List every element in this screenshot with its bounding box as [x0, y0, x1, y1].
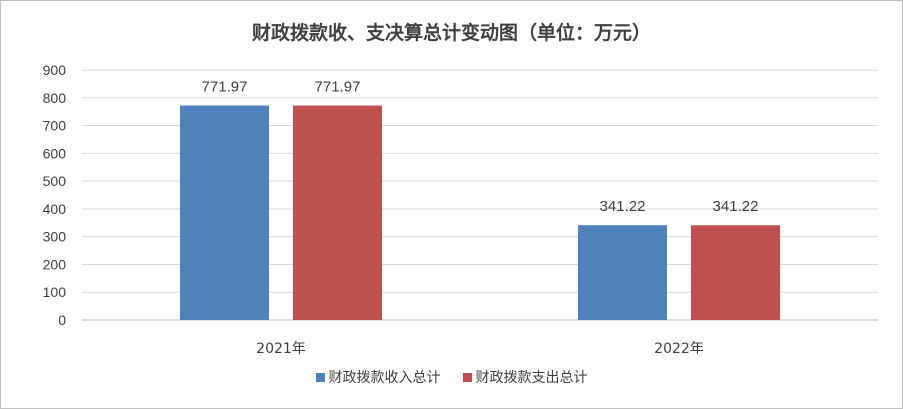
data-labels: 771.97 771.97 341.22 341.22	[202, 79, 759, 216]
bar-expense-2	[691, 225, 780, 320]
x-tick-label-2: 2022年	[654, 341, 704, 357]
x-axis: 2021年 2022年	[256, 341, 704, 357]
y-tick-label-100: 100	[43, 284, 67, 300]
y-tick-label-400: 400	[43, 201, 67, 217]
bar-expense-1	[293, 105, 382, 320]
y-tick-label-700: 700	[43, 118, 67, 134]
y-tick-label-500: 500	[43, 173, 67, 189]
bar-income-1	[180, 105, 269, 320]
y-tick-label-300: 300	[43, 229, 67, 245]
legend: 财政拨款收入总计 财政拨款支出总计	[0, 367, 903, 387]
bar-income-2	[578, 225, 667, 320]
x-tick-label-1: 2021年	[256, 341, 306, 357]
legend-label-expense: 财政拨款支出总计	[475, 370, 588, 386]
chart-title: 财政拨款收、支决算总计变动图（单位：万元）	[251, 22, 651, 44]
legend-swatch-expense	[462, 372, 472, 382]
y-axis: 0 100 200 300 400 500 600 700 800 900	[43, 62, 67, 328]
y-tick-label-900: 900	[43, 62, 67, 78]
data-label-income-2: 341.22	[600, 198, 646, 215]
legend-item-income: 财政拨款收入总计	[315, 367, 441, 387]
y-tick-label-200: 200	[43, 256, 67, 272]
y-tick-label-0: 0	[58, 312, 66, 328]
legend-label-income: 财政拨款收入总计	[328, 370, 441, 386]
legend-item-expense: 财政拨款支出总计	[462, 367, 588, 387]
y-tick-label-800: 800	[43, 90, 67, 106]
legend-swatch-income	[315, 372, 325, 382]
y-tick-label-600: 600	[43, 145, 67, 161]
bars	[180, 105, 780, 320]
data-label-expense-2: 341.22	[713, 198, 759, 215]
data-label-expense-1: 771.97	[315, 79, 361, 96]
data-label-income-1: 771.97	[202, 79, 248, 96]
